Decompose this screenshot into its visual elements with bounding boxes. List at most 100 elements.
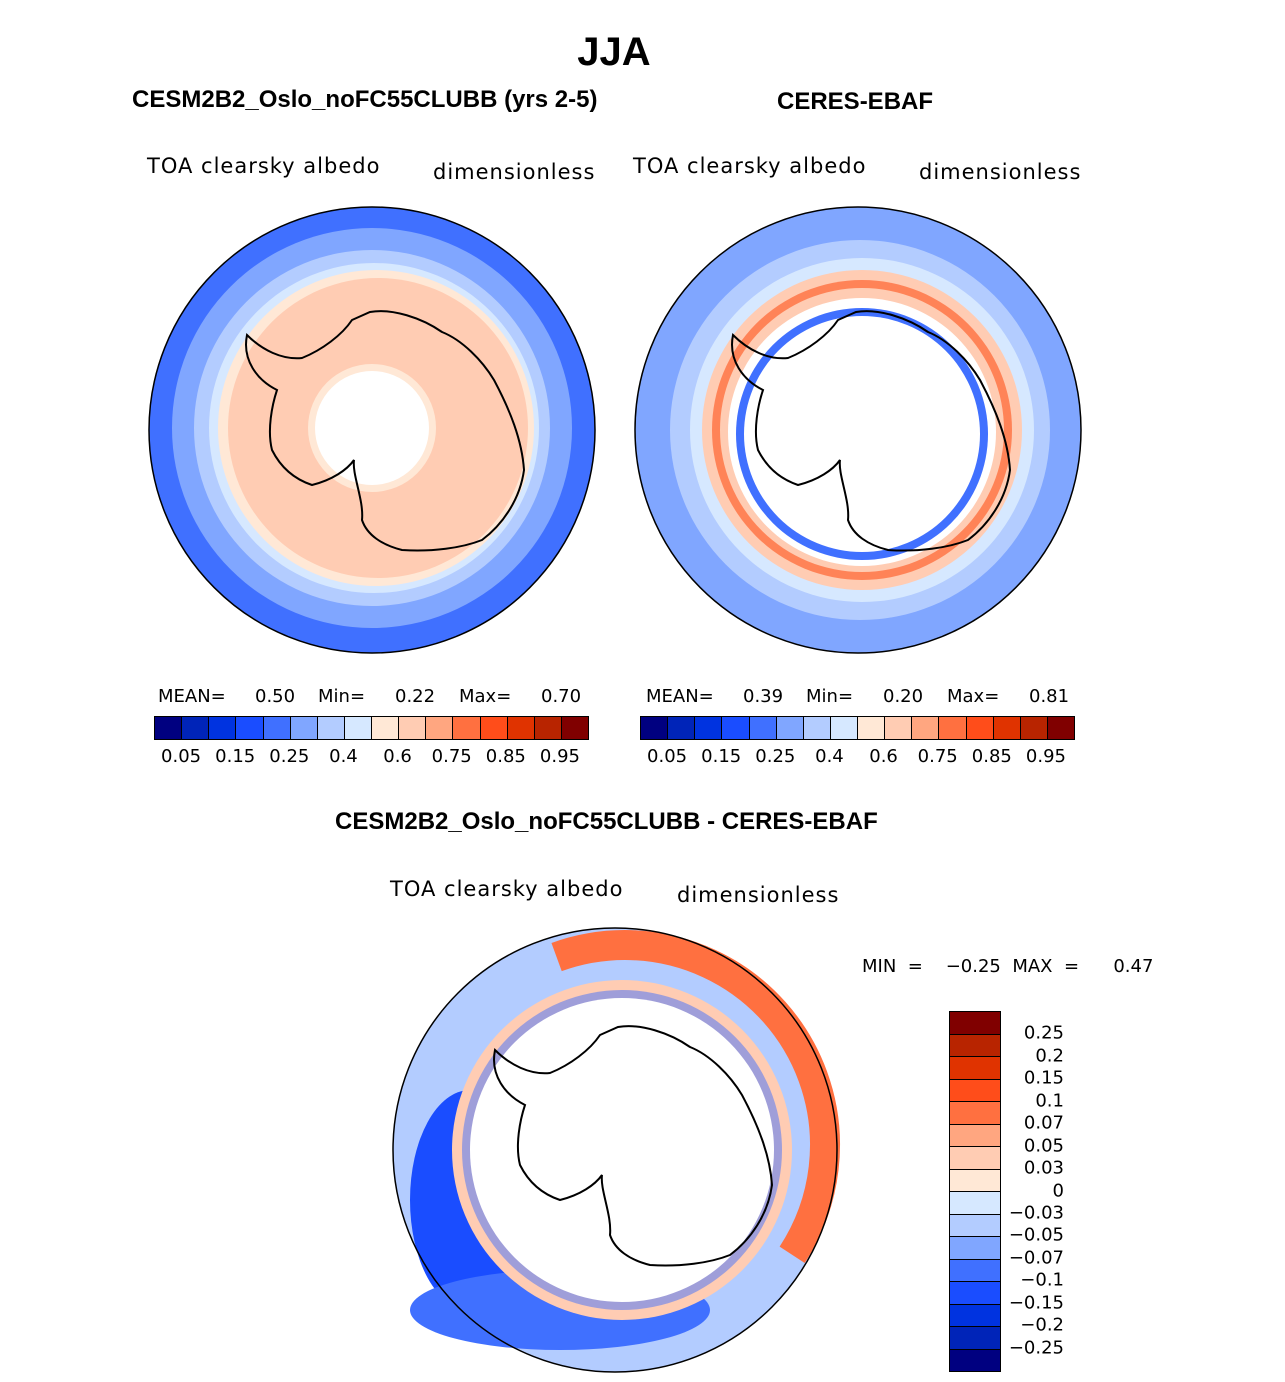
colorbar-tick-label: 0.85	[971, 746, 1012, 767]
panel-1-variable: TOA clearsky albedo	[147, 154, 381, 178]
panel-2-variable: TOA clearsky albedo	[633, 154, 867, 178]
panel-1-min-label: Min=	[318, 686, 366, 707]
colorbar-tick-label: −0.2	[1020, 1314, 1064, 1336]
colorbar-swatch	[155, 717, 183, 739]
map-difference	[392, 927, 840, 1373]
colorbar-tick-label: 0.15	[701, 746, 742, 767]
colorbar-swatch	[722, 717, 750, 739]
colorbar-tick-label: 0.6	[383, 746, 412, 767]
colorbar-swatch	[372, 717, 400, 739]
colorbar-swatch	[668, 717, 696, 739]
colorbar-swatch	[950, 1214, 1000, 1237]
colorbar-swatch	[803, 717, 831, 739]
colorbar-tick-label: 0.75	[917, 746, 958, 767]
panel-1-units: dimensionless	[433, 160, 596, 184]
colorbar-swatch	[561, 717, 588, 739]
panel-2-min: 0.20	[883, 686, 924, 707]
colorbar-swatch	[966, 717, 994, 739]
colorbar-swatch	[950, 1192, 1000, 1215]
colorbar-tick-label: 0	[1052, 1180, 1064, 1201]
colorbar-swatch	[950, 1259, 1000, 1282]
colorbar-swatch	[507, 717, 535, 739]
panel-1-max-label: Max=	[459, 686, 512, 707]
colorbar-swatch	[950, 1147, 1000, 1170]
panel-1-mean-label: MEAN=	[158, 686, 226, 707]
colorbar-swatch	[950, 1012, 1000, 1035]
colorbar-tick-label: 0.4	[815, 746, 844, 767]
colorbar-tick-label: 0.15	[1023, 1067, 1064, 1089]
colorbar-swatch	[344, 717, 372, 739]
colorbar-swatch	[182, 717, 210, 739]
panel-3-title: CESM2B2_Oslo_noFC55CLUBB - CERES-EBAF	[335, 808, 878, 835]
colorbar-tick-label: 0.6	[869, 746, 898, 767]
colorbar-tick-label: −0.03	[1008, 1202, 1064, 1224]
colorbar-swatch	[950, 1304, 1000, 1327]
colorbar-swatch	[453, 717, 481, 739]
colorbar-model-ticks: 0.05 0.15 0.25 0.4 0.6 0.75 0.85 0.95	[154, 746, 587, 770]
colorbar-swatch	[317, 717, 345, 739]
colorbar-tick-label: 0.03	[1023, 1157, 1064, 1179]
colorbar-tick-label: 0.05	[647, 746, 688, 767]
panel-1-max: 0.70	[541, 686, 582, 707]
colorbar-model	[154, 716, 589, 740]
colorbar-swatch	[950, 1102, 1000, 1125]
colorbar-swatch	[426, 717, 454, 739]
colorbar-tick-label: 0.4	[329, 746, 358, 767]
panel-2-mean-label: MEAN=	[646, 686, 714, 707]
colorbar-swatch	[939, 717, 967, 739]
panel-1-min: 0.22	[395, 686, 436, 707]
colorbar-swatch	[950, 1327, 1000, 1350]
colorbar-swatch	[534, 717, 562, 739]
colorbar-observations-ticks: 0.05 0.15 0.25 0.4 0.6 0.75 0.85 0.95	[640, 746, 1073, 770]
colorbar-tick-label: 0.05	[1023, 1135, 1064, 1157]
colorbar-swatch	[236, 717, 264, 739]
panel-1-mean: 0.50	[255, 686, 296, 707]
colorbar-swatch	[290, 717, 318, 739]
panel-2-mean: 0.39	[743, 686, 784, 707]
colorbar-swatch	[885, 717, 913, 739]
colorbar-tick-label: 0.15	[215, 746, 256, 767]
colorbar-swatch	[950, 1057, 1000, 1080]
colorbar-swatch	[950, 1124, 1000, 1147]
colorbar-tick-label: 0.95	[1025, 746, 1066, 767]
colorbar-swatch	[950, 1282, 1000, 1305]
colorbar-swatch	[749, 717, 777, 739]
colorbar-tick-label: 0.25	[755, 746, 796, 767]
colorbar-tick-label: −0.15	[1008, 1292, 1064, 1314]
colorbar-swatch	[399, 717, 427, 739]
colorbar-tick-label: −0.1	[1020, 1269, 1064, 1291]
panel-2-max-label: Max=	[947, 686, 1000, 707]
colorbar-swatch	[950, 1169, 1000, 1192]
colorbar-swatch	[641, 717, 669, 739]
panel-2-units: dimensionless	[919, 160, 1082, 184]
panel-2-max: 0.81	[1029, 686, 1070, 707]
colorbar-difference	[949, 1011, 1001, 1372]
colorbar-swatch	[1047, 717, 1074, 739]
panel-1-title: CESM2B2_Oslo_noFC55CLUBB (yrs 2-5)	[132, 86, 598, 113]
colorbar-tick-label: −0.07	[1008, 1247, 1064, 1269]
colorbar-tick-label: 0.25	[269, 746, 310, 767]
panel-3-minmax: MIN = −0.25 MAX = 0.47	[862, 956, 1154, 977]
panel-2-title: CERES-EBAF	[777, 88, 934, 115]
colorbar-swatch	[858, 717, 886, 739]
colorbar-tick-label: −0.25	[1008, 1337, 1064, 1359]
figure-title: JJA	[577, 30, 651, 74]
colorbar-swatch	[950, 1237, 1000, 1260]
map-observations	[634, 206, 1082, 654]
colorbar-tick-label: 0.07	[1023, 1112, 1064, 1134]
colorbar-tick-label: 0.2	[1035, 1045, 1064, 1067]
colorbar-swatch	[950, 1034, 1000, 1057]
colorbar-tick-label: −0.05	[1008, 1224, 1064, 1246]
panel-3-variable: TOA clearsky albedo	[390, 877, 624, 901]
colorbar-swatch	[209, 717, 237, 739]
colorbar-swatch	[695, 717, 723, 739]
colorbar-tick-label: 0.95	[539, 746, 580, 767]
panel-2-min-label: Min=	[806, 686, 854, 707]
colorbar-observations	[640, 716, 1075, 740]
map-model	[148, 206, 596, 654]
colorbar-swatch	[776, 717, 804, 739]
colorbar-tick-label: 0.05	[161, 746, 202, 767]
colorbar-swatch	[830, 717, 858, 739]
